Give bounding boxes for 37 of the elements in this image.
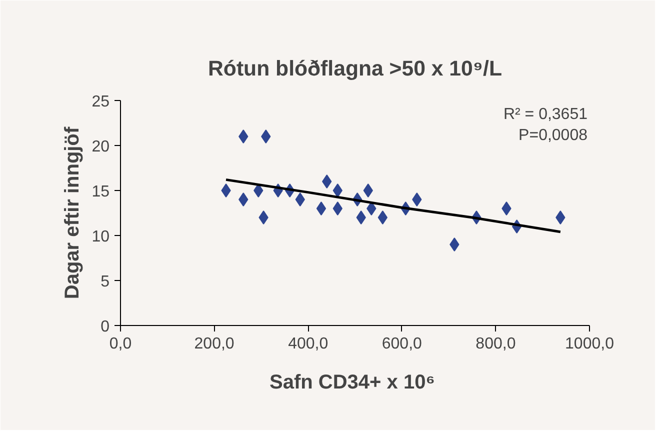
point xyxy=(502,202,512,216)
point xyxy=(332,184,342,198)
point xyxy=(322,174,332,188)
x-axis-title: Safn CD34+ x 10⁶ xyxy=(270,372,435,394)
y-tick-label: 15 xyxy=(92,184,110,200)
x-tick-label: 400,0 xyxy=(288,336,328,352)
x-tick-label: 200,0 xyxy=(194,336,234,352)
point xyxy=(356,210,366,224)
line-series xyxy=(224,178,562,234)
point xyxy=(450,238,460,252)
point xyxy=(316,202,326,216)
point xyxy=(221,184,231,198)
point xyxy=(366,202,376,216)
x-tick-label: 800,0 xyxy=(476,336,516,352)
point xyxy=(378,210,388,224)
point xyxy=(238,130,248,144)
y-tick-label: 10 xyxy=(92,228,110,246)
point xyxy=(254,184,264,198)
point xyxy=(261,130,271,144)
point xyxy=(295,192,305,206)
annotation: P=0,0008 xyxy=(518,127,588,144)
annotation: R² = 0,3651 xyxy=(503,106,588,123)
y-tick-label: 0 xyxy=(100,318,110,336)
y-tick-label: 5 xyxy=(100,274,110,290)
point xyxy=(412,192,422,206)
point xyxy=(556,210,566,224)
point xyxy=(238,192,248,206)
point xyxy=(258,210,268,224)
point xyxy=(363,184,373,198)
x-tick-label: 600,0 xyxy=(382,336,422,352)
x-tick-label: 1000,0 xyxy=(565,336,614,352)
chart-title: Rótun blóðflagna >50 x 10⁹/L xyxy=(208,56,502,80)
y-axis-title: Dagar eftir inngjöf xyxy=(62,126,84,300)
y-tick-label: 20 xyxy=(92,138,110,156)
point xyxy=(332,202,342,216)
y-tick-label: 25 xyxy=(92,94,110,110)
x-tick-label: 0,0 xyxy=(109,336,132,352)
